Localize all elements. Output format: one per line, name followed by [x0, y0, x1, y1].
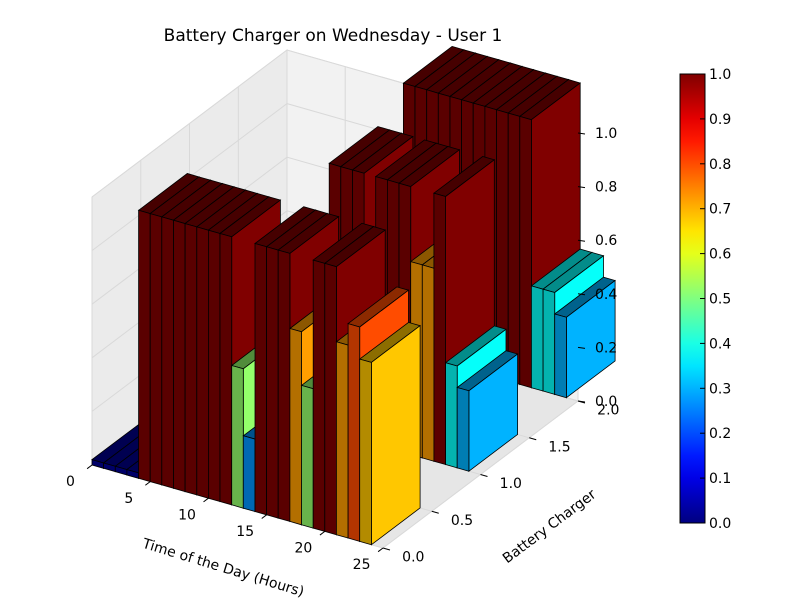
y-tick [382, 547, 391, 551]
colorbar-tick-label: 0.5 [709, 292, 731, 308]
colorbar: 0.0 0.1 0.2 0.3 0.4 0.5 0.6 0.7 0.8 0.9 1.0 [679, 67, 731, 532]
x-tick [203, 497, 209, 503]
bar-front [445, 362, 458, 469]
bar [358, 321, 421, 546]
colorbar-tick-label: 0.3 [709, 381, 731, 397]
x-tick-label: 20 [294, 541, 312, 557]
z-tick [577, 132, 586, 135]
bar-front [184, 223, 198, 496]
y-tick-label: 1.0 [500, 476, 522, 492]
x-axis-label: Time of the Day (Hours) [139, 536, 305, 600]
x-tick-label: 0 [66, 474, 75, 490]
bar-front [421, 264, 435, 462]
colorbar-tick-label: 0.0 [709, 516, 731, 532]
bar-front [312, 259, 326, 532]
bar-front [519, 115, 532, 389]
y-tick-label: 2.0 [597, 403, 619, 419]
x-tick-label: 15 [236, 524, 254, 540]
bar-front [542, 288, 556, 395]
bar-front [173, 219, 186, 493]
colorbar-tick-label: 1.0 [709, 67, 731, 83]
x-tick-label: 10 [178, 507, 196, 523]
bar-front [219, 232, 233, 506]
bar-front [161, 216, 174, 489]
y-tick [431, 510, 439, 514]
colorbar-tick-label: 0.9 [709, 112, 731, 128]
x-tick [319, 531, 326, 536]
bar-front [359, 358, 372, 546]
bar-front [231, 364, 244, 509]
z-tick-label: 1.0 [595, 126, 617, 142]
bar-front [347, 323, 361, 542]
colorbar-tick-label: 0.4 [709, 336, 731, 352]
bar-front [433, 192, 447, 466]
y-tick-label: 0.0 [402, 550, 424, 566]
bar-front [301, 384, 314, 529]
bar-front [335, 341, 349, 539]
bar-front [138, 209, 151, 483]
z-tick [577, 346, 586, 349]
bar-front [277, 249, 291, 522]
bar-front [207, 229, 221, 503]
z-tick-label: 0.8 [595, 180, 617, 196]
x-tick-label: 25 [353, 557, 371, 573]
z-tick [577, 239, 586, 242]
bar-front [254, 242, 268, 516]
bar-front [507, 112, 521, 385]
x-tick [86, 464, 93, 470]
bar-front [456, 386, 470, 472]
y-tick [480, 474, 488, 477]
z-tick-label: 0.4 [595, 287, 617, 303]
bar [456, 350, 519, 473]
y-tick-label: 1.5 [548, 439, 570, 455]
x-tick [145, 481, 151, 486]
bar-side [370, 324, 421, 546]
z-tick [577, 186, 586, 189]
bar-front [266, 246, 279, 519]
colorbar-tick-label: 0.6 [709, 247, 731, 263]
x-tick [377, 547, 384, 553]
colorbar-tick-label: 0.2 [709, 426, 731, 442]
x-tick [261, 514, 267, 519]
chart-title: Battery Charger on Wednesday - User 1 [164, 26, 503, 46]
z-tick [577, 293, 586, 296]
bar-front [554, 313, 567, 399]
y-axis-label: Battery Charger [500, 486, 599, 566]
bar-front [531, 285, 544, 392]
y-tick-label: 0.5 [451, 513, 473, 529]
bars [91, 45, 616, 546]
bar-front [196, 226, 209, 499]
z-tick-label: 0.6 [595, 233, 617, 249]
bar-front [242, 435, 256, 513]
colorbar-tick-label: 0.1 [709, 471, 731, 487]
bar-front [289, 327, 302, 526]
colorbar-tick-label: 0.8 [709, 157, 731, 173]
z-tick-label: 0.0 [595, 394, 617, 410]
bar-front [149, 213, 163, 486]
colorbar-tick-label: 0.7 [709, 202, 731, 218]
y-tick [529, 437, 537, 441]
z-tick [577, 400, 586, 403]
bar [553, 276, 616, 399]
bar-front [324, 262, 337, 536]
x-tick-label: 5 [124, 491, 133, 507]
z-tick-label: 0.2 [595, 340, 617, 356]
